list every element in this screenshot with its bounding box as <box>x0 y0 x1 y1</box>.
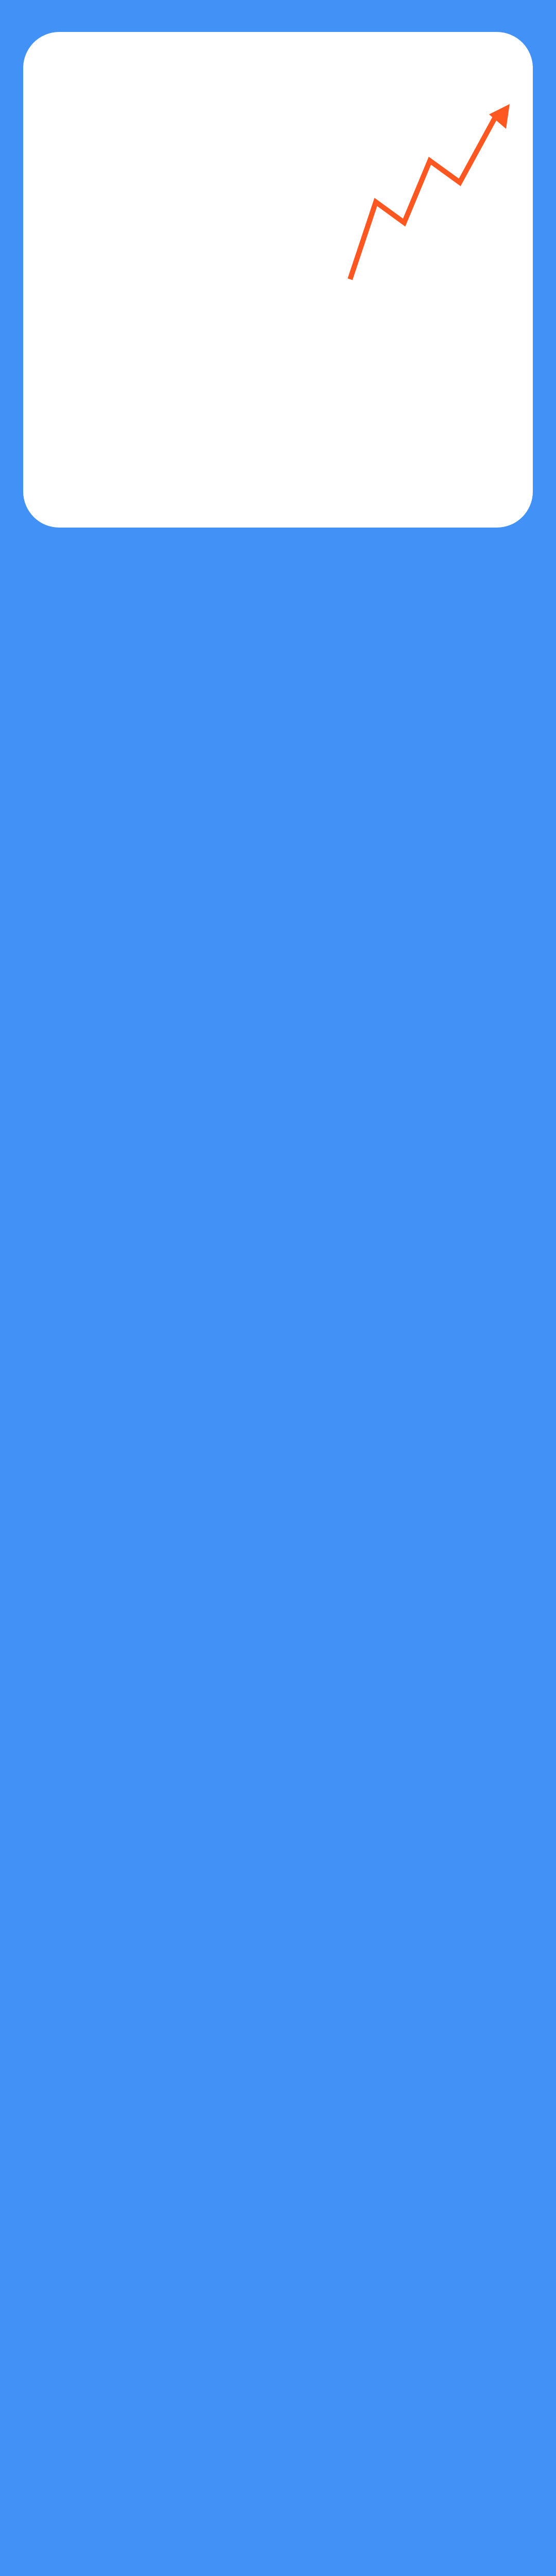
rising-arrow-icon <box>348 104 510 280</box>
section1-card <box>23 32 533 528</box>
